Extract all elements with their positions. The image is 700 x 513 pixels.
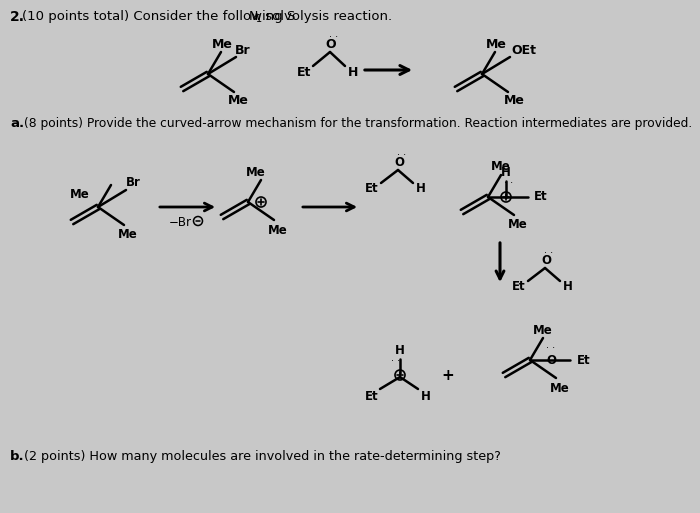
- Text: +: +: [442, 367, 454, 383]
- Text: · ·: · ·: [505, 178, 514, 188]
- Text: Br: Br: [235, 44, 251, 56]
- Text: O: O: [394, 156, 404, 169]
- Text: · ·: · ·: [330, 32, 339, 42]
- Text: H: H: [563, 281, 573, 293]
- Text: Br: Br: [125, 176, 141, 189]
- Text: (8 points) Provide the curved-arrow mechanism for the transformation. Reaction i: (8 points) Provide the curved-arrow mech…: [24, 117, 692, 130]
- Text: (10 points total) Consider the following S: (10 points total) Consider the following…: [22, 10, 295, 23]
- Text: Me: Me: [503, 93, 524, 107]
- Text: Me: Me: [550, 382, 570, 394]
- Text: · ·: · ·: [398, 150, 407, 160]
- Text: Et: Et: [512, 281, 526, 293]
- Text: solvolysis reaction.: solvolysis reaction.: [261, 10, 392, 23]
- Text: Me: Me: [246, 166, 266, 179]
- Text: Me: Me: [228, 93, 248, 107]
- Text: Me: Me: [211, 37, 232, 50]
- Text: a.: a.: [10, 117, 24, 130]
- Text: (2 points) How many molecules are involved in the rate-determining step?: (2 points) How many molecules are involv…: [24, 450, 501, 463]
- Text: · ·: · ·: [545, 248, 554, 258]
- Text: · ·: · ·: [391, 356, 400, 366]
- Text: H: H: [501, 167, 511, 180]
- Text: H: H: [416, 183, 426, 195]
- Text: −Br: −Br: [169, 215, 192, 228]
- Text: N: N: [249, 10, 258, 23]
- Text: Me: Me: [508, 219, 528, 231]
- Text: Me: Me: [533, 324, 553, 337]
- Text: Et: Et: [365, 389, 379, 403]
- Text: H: H: [421, 389, 431, 403]
- Text: Me: Me: [70, 188, 90, 202]
- Text: b.: b.: [10, 450, 25, 463]
- Text: O: O: [326, 38, 336, 51]
- Text: H: H: [395, 345, 405, 358]
- Text: Et: Et: [297, 66, 312, 78]
- Text: Et: Et: [534, 190, 548, 204]
- Text: · ·: · ·: [547, 343, 556, 353]
- Text: Et: Et: [578, 353, 591, 366]
- Text: H: H: [348, 66, 358, 78]
- Text: 2.: 2.: [10, 10, 25, 24]
- Text: O: O: [546, 354, 556, 367]
- Text: 1: 1: [256, 13, 262, 24]
- Text: Me: Me: [268, 224, 288, 236]
- Text: Me: Me: [491, 161, 511, 173]
- Text: Me: Me: [486, 37, 506, 50]
- Text: Me: Me: [118, 227, 138, 241]
- Text: Et: Et: [365, 183, 379, 195]
- Text: OEt: OEt: [512, 45, 536, 57]
- Text: O: O: [541, 254, 551, 267]
